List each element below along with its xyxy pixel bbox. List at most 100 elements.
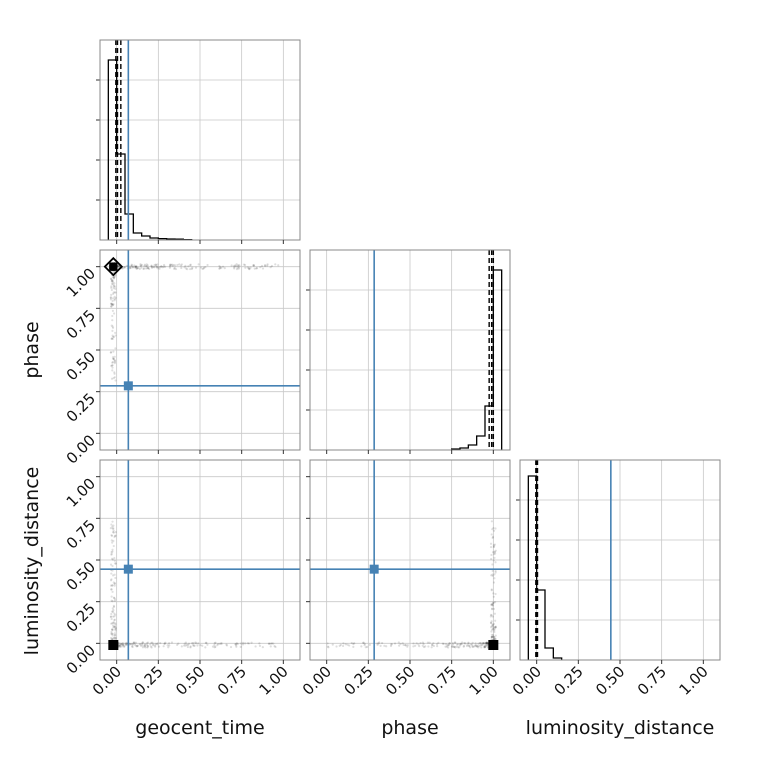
hist-panel-geocent-time — [96, 39, 301, 241]
truth-marker — [369, 564, 379, 574]
sample-point — [109, 615, 113, 618]
sample-point — [112, 276, 116, 279]
sample-point — [110, 550, 113, 554]
sample-point — [233, 266, 236, 269]
sample-point — [219, 266, 222, 269]
sample-point — [482, 642, 485, 645]
sample-point — [123, 644, 126, 648]
sample-point — [338, 644, 341, 647]
sample-point — [274, 263, 277, 266]
sample-point — [494, 527, 497, 530]
sample-point — [154, 264, 158, 267]
sample-point — [110, 523, 113, 526]
sample-point — [110, 630, 113, 634]
sample-point — [111, 361, 115, 364]
sample-point — [225, 643, 228, 646]
sample-point — [493, 573, 496, 576]
sample-point — [146, 646, 149, 649]
sample-point — [111, 334, 114, 337]
sample-point — [113, 362, 116, 365]
sample-point — [113, 619, 116, 622]
sample-point — [110, 302, 114, 305]
x-tick-label: 0.75 — [424, 662, 460, 698]
sample-point — [110, 572, 113, 575]
sample-point — [113, 615, 116, 618]
sample-point — [213, 646, 216, 649]
sample-point — [479, 644, 482, 647]
sample-point — [490, 635, 494, 638]
scatter-panel-phase-vs-luminosity-distance: 0.00 0.25 0.50 0.75 1.00 — [299, 459, 511, 699]
sample-point — [111, 303, 115, 306]
sample-point — [119, 642, 122, 645]
sample-point — [192, 643, 195, 646]
sample-point — [149, 645, 153, 648]
sample-point — [110, 278, 113, 281]
sample-point — [489, 621, 493, 624]
sample-point — [110, 534, 114, 537]
sample-point — [474, 642, 477, 645]
sample-point — [422, 642, 425, 646]
sample-point — [112, 615, 115, 618]
sample-point — [122, 266, 125, 269]
sample-point — [424, 645, 427, 648]
sample-point — [491, 551, 495, 554]
sample-point — [114, 331, 117, 334]
sample-point — [492, 635, 495, 638]
sample-point — [113, 372, 116, 375]
sample-point — [493, 601, 497, 604]
sample-point — [112, 284, 116, 287]
sample-point — [241, 643, 245, 646]
sample-point — [206, 643, 209, 646]
sample-point — [112, 531, 115, 534]
x-tick-label: 0.50 — [382, 662, 418, 698]
sample-point — [253, 267, 256, 270]
sample-point — [110, 282, 114, 285]
sample-point — [189, 263, 192, 266]
y-tick-label: 0.50 — [63, 558, 99, 594]
sample-point — [113, 638, 116, 641]
sample-point — [484, 641, 487, 645]
sample-point — [475, 644, 478, 647]
sample-point — [143, 263, 147, 266]
sample-point — [160, 265, 163, 268]
sample-point — [389, 643, 393, 646]
sample-point — [131, 266, 135, 269]
sample-point — [146, 264, 149, 267]
sample-point — [150, 641, 153, 644]
sample-point — [114, 628, 117, 631]
sample-point — [491, 563, 494, 566]
sample-point — [364, 646, 367, 649]
sample-point — [113, 599, 116, 602]
sample-point — [110, 534, 113, 537]
sample-point — [482, 642, 485, 645]
sample-cloud — [108, 520, 277, 650]
sample-point — [109, 527, 112, 530]
sample-point — [390, 643, 394, 646]
sample-point — [485, 641, 489, 644]
sample-point — [163, 642, 166, 645]
sample-point — [493, 550, 496, 553]
sample-point — [490, 638, 493, 641]
sample-point — [171, 263, 174, 266]
sample-point — [139, 264, 142, 267]
sample-point — [111, 564, 114, 568]
sample-point — [113, 618, 116, 621]
sample-point — [442, 642, 445, 645]
sample-point — [110, 278, 114, 282]
sample-point — [444, 643, 448, 646]
sample-point — [112, 604, 115, 607]
sample-point — [491, 635, 495, 638]
sample-point — [146, 266, 149, 270]
sample-point — [113, 534, 117, 538]
sample-point — [450, 645, 454, 648]
sample-point — [111, 584, 114, 587]
sample-point — [113, 582, 116, 585]
sample-point — [111, 279, 114, 282]
sample-point — [435, 643, 439, 646]
sample-point — [111, 634, 114, 637]
sample-point — [111, 366, 114, 369]
sample-point — [155, 265, 158, 269]
sample-point — [113, 634, 116, 637]
sample-point — [205, 641, 208, 644]
